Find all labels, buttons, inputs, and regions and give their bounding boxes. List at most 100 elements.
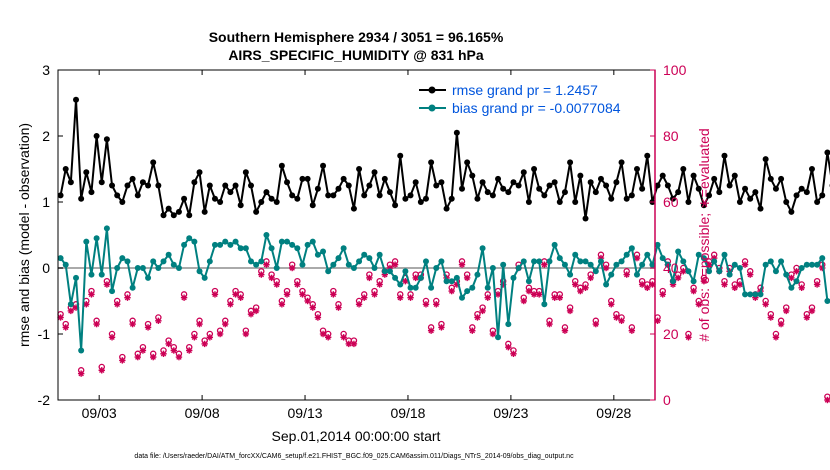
bias-point xyxy=(345,261,352,268)
bias-point xyxy=(284,238,291,245)
bias-point xyxy=(685,268,692,275)
bias-point xyxy=(772,268,779,275)
rmse-point xyxy=(628,192,635,199)
bias-point xyxy=(541,301,548,308)
obs-evaluated-point xyxy=(536,291,543,298)
bias-point xyxy=(88,271,95,278)
obs-evaluated-point xyxy=(134,353,141,361)
bias-point xyxy=(299,261,306,268)
obs-evaluated-point xyxy=(566,307,574,315)
rmse-point xyxy=(376,192,383,199)
rmse-point xyxy=(479,179,486,186)
obs-evaluated-point xyxy=(690,287,697,295)
bias-point xyxy=(633,271,640,278)
rmse-point xyxy=(407,192,414,199)
rmse-point xyxy=(546,182,553,189)
obs-evaluated-point xyxy=(520,297,527,305)
obs-evaluated-point xyxy=(371,291,378,298)
obs-evaluated-point xyxy=(463,274,471,282)
rmse-point xyxy=(561,189,568,196)
rmse-point xyxy=(690,172,697,179)
bias-point xyxy=(577,258,584,265)
obs-evaluated-point xyxy=(705,261,713,268)
obs-evaluated-point xyxy=(546,320,553,328)
rmse-point xyxy=(397,152,404,159)
rmse-point xyxy=(139,179,146,186)
obs-evaluated-point xyxy=(525,287,533,295)
rmse-point xyxy=(109,182,116,189)
rmse-point xyxy=(541,192,548,199)
rmse-point xyxy=(572,199,579,205)
rmse-point xyxy=(757,205,764,212)
bias-point xyxy=(422,258,429,265)
bias-point xyxy=(340,245,347,252)
obs-evaluated-point xyxy=(530,291,538,298)
rmse-point xyxy=(772,185,779,192)
rmse-point xyxy=(664,182,671,189)
bias-point xyxy=(670,278,677,285)
obs-evaluated-point xyxy=(206,334,214,341)
bias-point xyxy=(309,238,316,245)
rmse-point xyxy=(170,212,177,219)
obs-evaluated-point xyxy=(103,281,111,288)
obs-evaluated-point xyxy=(808,307,816,315)
rmse-point xyxy=(114,192,121,199)
rmse-point xyxy=(268,195,275,202)
bias-point xyxy=(211,241,218,248)
rmse-point xyxy=(93,133,100,139)
rmse-point xyxy=(752,189,759,196)
legend-bias-label: bias grand pr = -0.0077084 xyxy=(452,100,621,116)
x-axis: 09/03 09/08 09/13 09/18 09/23 09/28 xyxy=(82,70,632,421)
chart-title-line1: Southern Hemisphere 2934 / 3051 = 96.165… xyxy=(209,29,504,45)
plot-area xyxy=(58,70,655,400)
rmse-point xyxy=(726,182,733,189)
obs-evaluated-point xyxy=(680,268,687,275)
rmse-point xyxy=(500,185,507,192)
bias-point xyxy=(489,265,496,271)
rmse-point xyxy=(371,169,378,176)
obs-evaluated-point xyxy=(242,330,250,338)
bias-point xyxy=(222,238,229,245)
rmse-point xyxy=(608,195,615,202)
bias-point xyxy=(386,268,393,275)
rmse-point xyxy=(495,175,502,182)
bias-point xyxy=(803,261,810,268)
bias-point xyxy=(191,238,198,245)
bias-point xyxy=(145,274,152,281)
bias-point xyxy=(330,261,337,268)
bias-point xyxy=(531,258,538,265)
bias-point xyxy=(654,241,661,248)
rmse-point xyxy=(428,159,435,166)
obs-evaluated-point xyxy=(618,317,625,324)
rmse-point xyxy=(680,166,687,172)
obs-evaluated-point xyxy=(170,347,177,354)
rmse-point xyxy=(824,149,830,156)
bias-point xyxy=(335,255,342,262)
obs-evaluated-point xyxy=(227,301,234,308)
obs-evaluated-point xyxy=(489,330,497,338)
rmse-point xyxy=(603,182,610,189)
obs-evaluated-point xyxy=(361,294,368,301)
bias-point xyxy=(453,274,460,281)
x-tick-label: 09/18 xyxy=(390,405,425,421)
obs-evaluated-point xyxy=(541,261,548,268)
obs-evaluated-point xyxy=(180,294,188,301)
obs-evaluated-point xyxy=(299,291,306,298)
obs-evaluated-point xyxy=(628,327,636,334)
rmse-point xyxy=(88,189,95,196)
bias-point xyxy=(628,245,635,252)
bias-point xyxy=(314,251,321,258)
obs-evaluated-point xyxy=(592,320,600,328)
rmse-point xyxy=(700,202,707,209)
rmse-point xyxy=(356,166,363,172)
rmse-point xyxy=(706,192,713,199)
obs-evaluated-point xyxy=(330,291,337,298)
obs-evaluated-point xyxy=(314,314,322,321)
bias-point xyxy=(788,284,795,291)
bias-point xyxy=(350,265,357,271)
rmse-point xyxy=(762,156,769,163)
bias-point xyxy=(253,261,260,268)
rmse-point xyxy=(417,199,424,205)
y-axis-right-label: # of obs: o=possible; ∗=evaluated xyxy=(696,128,712,341)
rmse-point xyxy=(443,205,450,212)
